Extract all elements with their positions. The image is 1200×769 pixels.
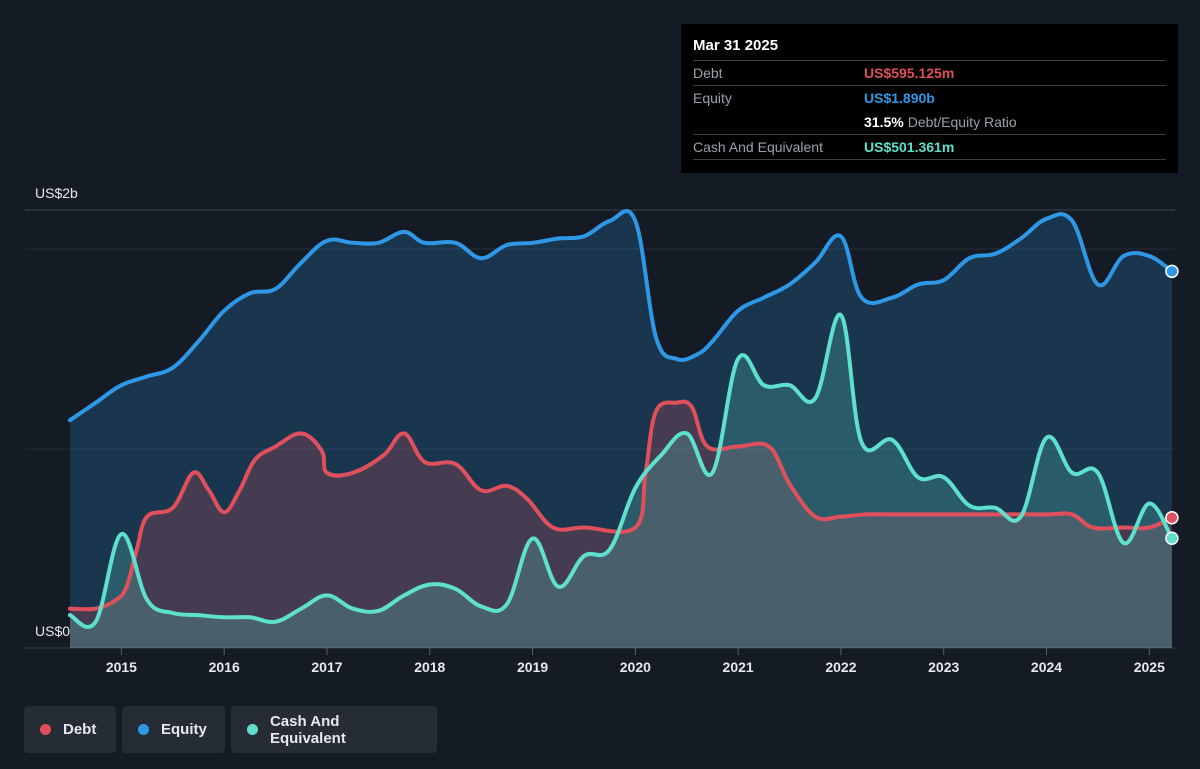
legend-equity-label: Equity (161, 721, 207, 738)
debt-dot-icon (40, 724, 51, 735)
tooltip-equity-value: US$1.890b (864, 90, 935, 106)
x-tick-label: 2023 (928, 659, 959, 675)
legend-item-equity[interactable]: Equity (122, 706, 225, 753)
chart-lines (68, 209, 1174, 629)
equity-dot-icon (138, 724, 149, 735)
x-tick-label: 2025 (1134, 659, 1165, 675)
line-cash-and-equivalent (68, 312, 1174, 629)
x-axis-ticks: 2015 2016 2017 2018 2019 2020 2021 2022 2023 2024… (106, 648, 1165, 675)
tooltip-ratio-label: Debt/Equity Ratio (907, 114, 1017, 130)
x-tick-label: 2020 (620, 659, 651, 675)
tooltip-debt-label: Debt (693, 65, 723, 81)
tooltip-row-cash: Cash And Equivalent US$501.361m (693, 134, 1166, 160)
chart-legend: Debt Equity Cash And Equivalent (24, 706, 437, 753)
x-tick-label: 2015 (106, 659, 137, 675)
tooltip-debt-value: US$595.125m (864, 65, 955, 81)
area-debt (70, 401, 1172, 648)
marker-cash-and-equivalent[interactable] (1165, 531, 1179, 546)
tooltip-equity-label: Equity (693, 90, 732, 106)
tooltip-row-debt: Debt US$595.125m (693, 60, 1166, 85)
line-debt (68, 399, 1174, 612)
tooltip-row-equity: Equity US$1.890b (693, 85, 1166, 110)
x-tick-label: 2019 (517, 659, 548, 675)
line-equity (68, 209, 1174, 423)
area-equity (70, 211, 1172, 649)
tooltip-row-ratio: 31.5% Debt/Equity Ratio (693, 110, 1166, 134)
x-tick-label: 2018 (414, 659, 445, 675)
tooltip-cash-value: US$501.361m (864, 139, 955, 155)
tooltip-date: Mar 31 2025 (693, 37, 779, 54)
legend-item-debt[interactable]: Debt (24, 706, 116, 753)
cash-dot-icon (247, 724, 258, 735)
x-tick-label: 2022 (825, 659, 856, 675)
chart-areas (70, 211, 1172, 649)
y-axis-top-label: US$2b (35, 185, 78, 201)
x-tick-label: 2016 (209, 659, 240, 675)
area-cash-and-equivalent (70, 314, 1172, 648)
marker-equity[interactable] (1165, 264, 1179, 279)
chart-grid (25, 209, 1175, 649)
legend-debt-label: Debt (63, 721, 97, 738)
legend-cash-label: Cash And Equivalent (269, 712, 346, 747)
tooltip-cash-label: Cash And Equivalent (693, 139, 823, 155)
x-tick-label: 2021 (723, 659, 754, 675)
chart-tooltip: Mar 31 2025 Debt US$595.125m Equity US$1… (681, 24, 1178, 173)
x-tick-label: 2017 (311, 659, 342, 675)
chart-end-markers (1165, 264, 1179, 546)
marker-debt[interactable] (1165, 510, 1179, 525)
tooltip-ratio-value: 31.5% (864, 114, 904, 130)
y-axis-bottom-label: US$0 (35, 623, 70, 639)
legend-item-cash[interactable]: Cash And Equivalent (231, 706, 437, 753)
x-tick-label: 2024 (1031, 659, 1062, 675)
